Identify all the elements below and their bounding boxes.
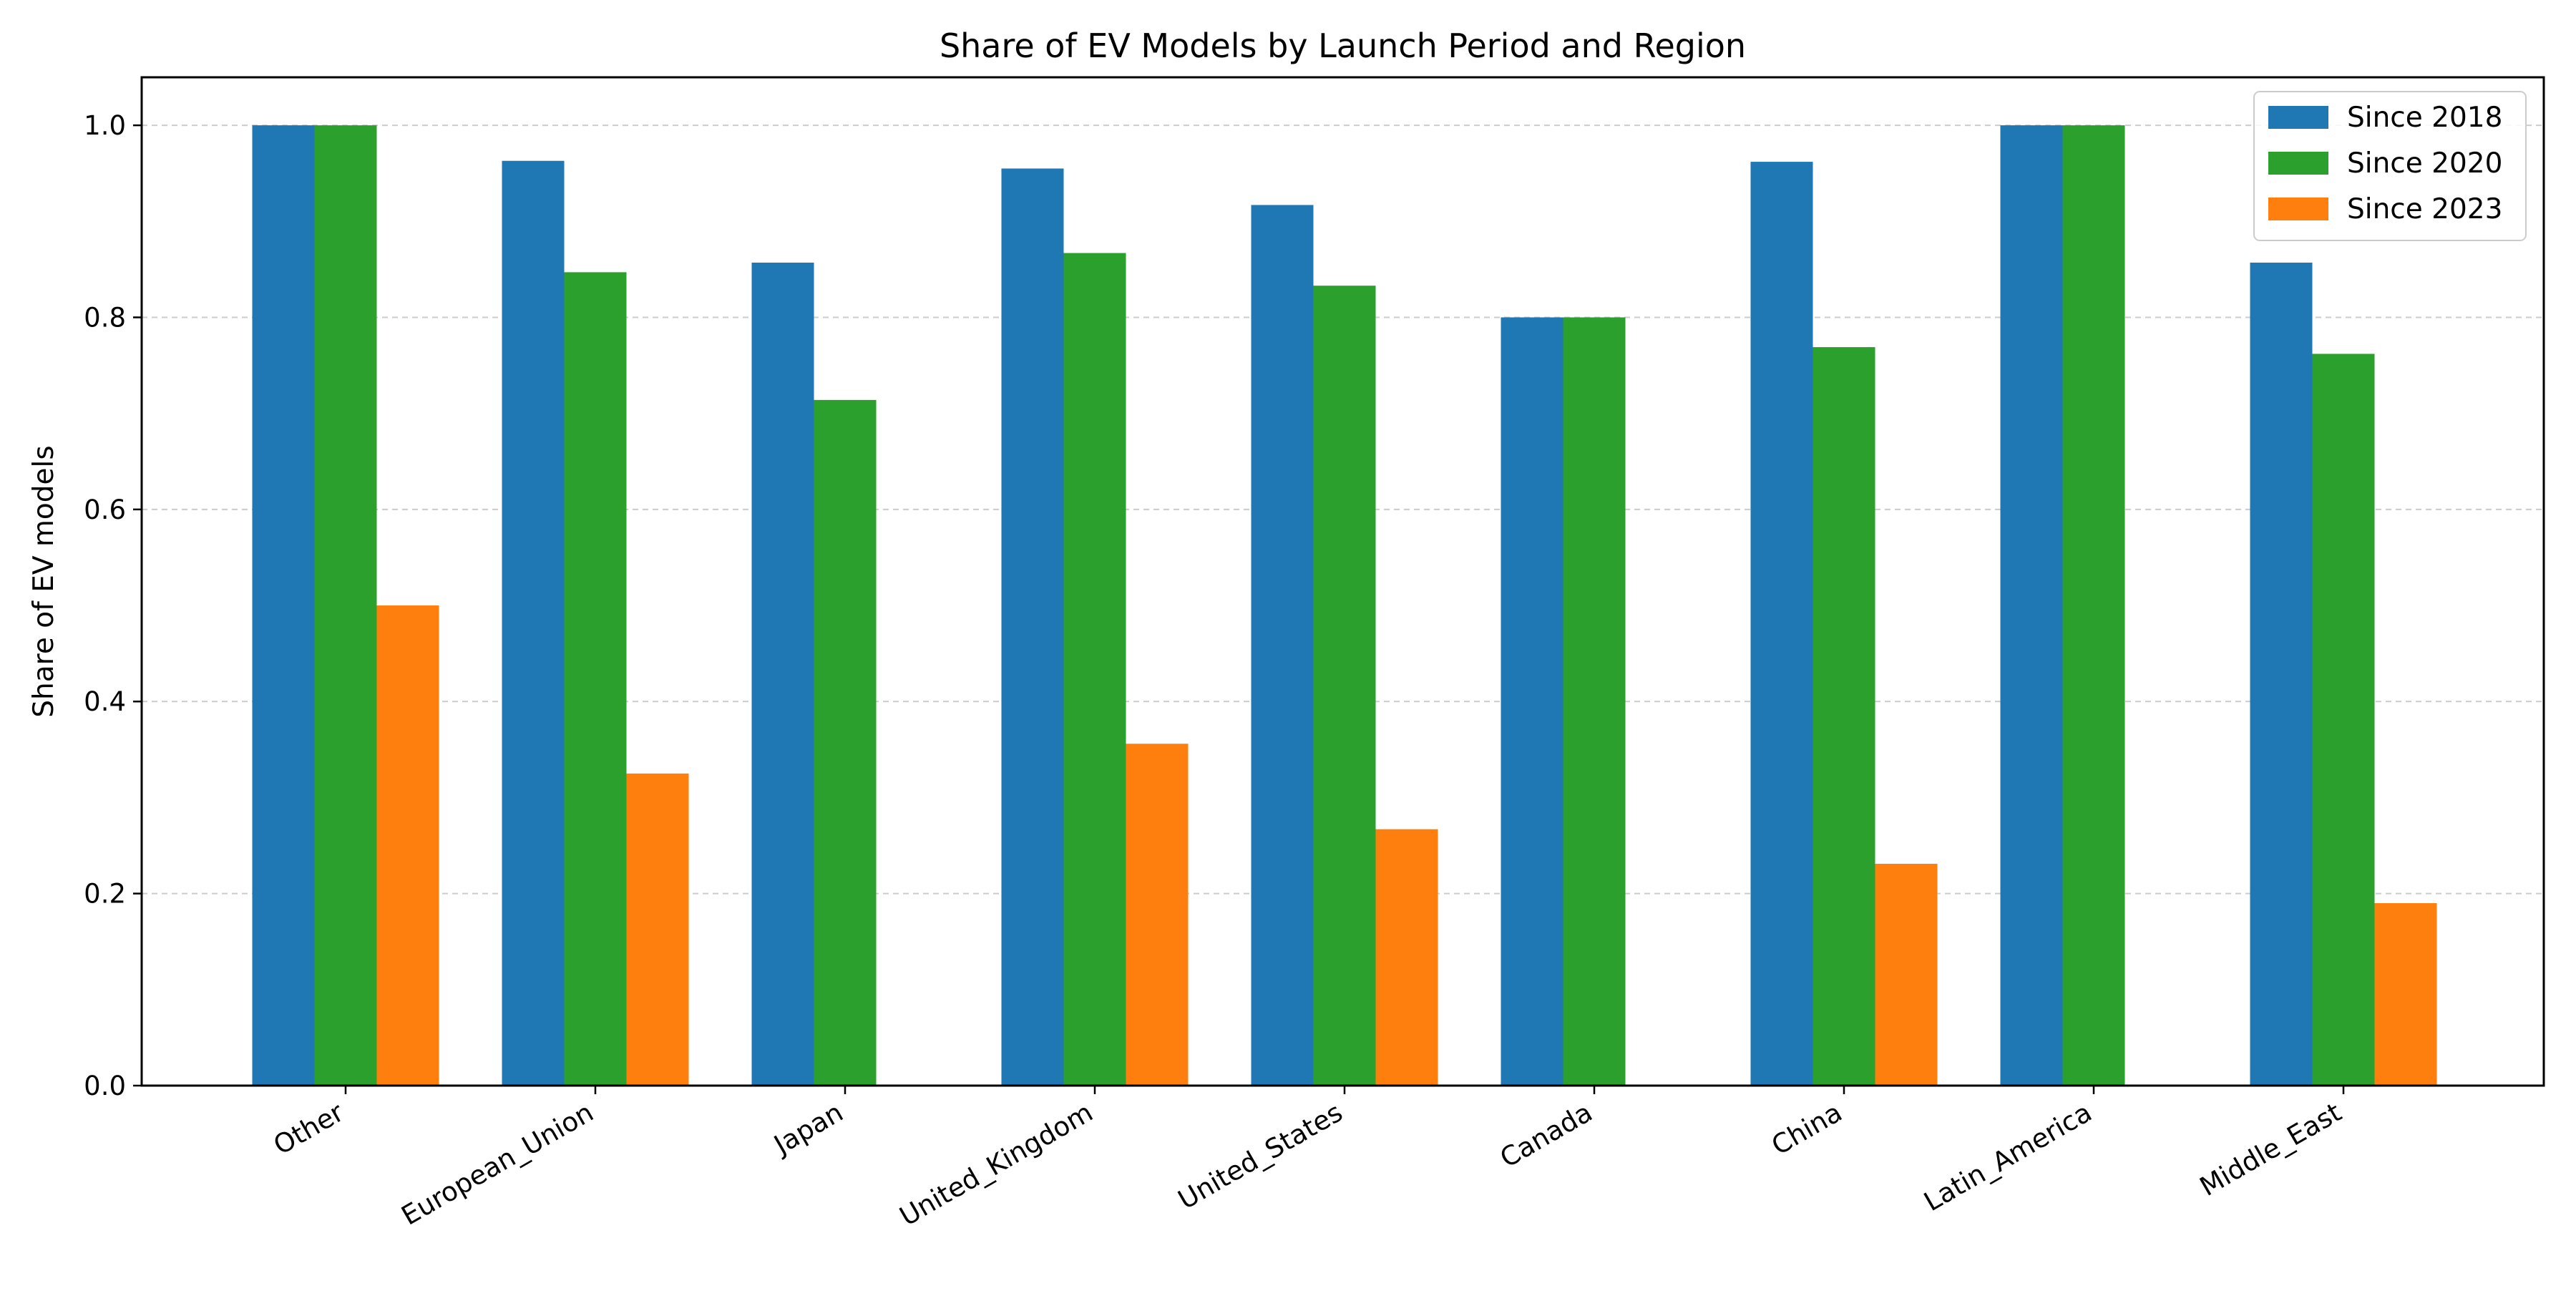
y-tick-label: 0.0: [84, 1071, 126, 1101]
bar-since-2018-canada: [1501, 317, 1563, 1086]
bar-since-2018-japan: [751, 262, 814, 1086]
x-tick-label: European_Union: [396, 1097, 599, 1232]
legend-swatch: [2268, 106, 2328, 129]
y-tick-label: 0.6: [84, 495, 126, 525]
y-axis-label: Share of EV models: [28, 445, 60, 717]
y-axis: 0.0 0.2 0.4 0.6 0.8 1.0: [84, 110, 142, 1101]
x-tick-label: Other: [268, 1096, 349, 1161]
x-tick-label: Middle_East: [2195, 1097, 2347, 1203]
y-tick-label: 1.0: [84, 110, 126, 141]
bar-since-2018-china: [1750, 162, 1813, 1086]
x-tick-label: United_Kingdom: [894, 1097, 1098, 1232]
bar-since-2018-latin_america: [2000, 125, 2063, 1086]
plot-frame: [140, 76, 2545, 1087]
x-tick-label: China: [1766, 1097, 1847, 1161]
bar-since-2023-china: [1875, 864, 1938, 1086]
bar-since-2023-other: [376, 605, 439, 1086]
bar-since-2018-united_states: [1251, 205, 1314, 1086]
legend-swatch: [2268, 198, 2328, 220]
bar-since-2018-european_union: [502, 160, 565, 1086]
bar-since-2018-other: [252, 125, 315, 1086]
bar-since-2023-united_kingdom: [1126, 744, 1189, 1086]
bars: [252, 125, 2437, 1086]
y-tick-label: 0.2: [84, 879, 126, 910]
x-tick-label: Canada: [1495, 1097, 1597, 1174]
bar-since-2023-middle_east: [2374, 903, 2437, 1086]
legend-label: Since 2018: [2347, 102, 2502, 134]
y-tick-label: 0.4: [84, 686, 126, 717]
bar-since-2020-european_union: [564, 272, 627, 1086]
chart-title: Share of EV Models by Launch Period and …: [940, 26, 1746, 65]
bar-since-2020-japan: [814, 399, 877, 1086]
x-axis: Other European_Union Japan United_Kingdom Un…: [268, 1086, 2347, 1232]
bar-since-2020-other: [314, 125, 377, 1086]
bar-since-2020-latin_america: [2062, 125, 2125, 1086]
x-tick-label: Japan: [768, 1097, 849, 1161]
bar-since-2020-united_kingdom: [1063, 253, 1126, 1086]
bar-since-2020-china: [1813, 347, 1875, 1086]
bar-since-2020-canada: [1563, 317, 1626, 1086]
legend: Since 2018 Since 2020 Since 2023: [2253, 91, 2527, 241]
bar-since-2023-united_states: [1375, 829, 1438, 1086]
bar-since-2018-middle_east: [2250, 262, 2313, 1086]
bar-since-2020-united_states: [1313, 286, 1376, 1086]
y-tick-label: 0.8: [84, 302, 126, 333]
x-tick-label: Latin_America: [1919, 1097, 2097, 1218]
legend-label: Since 2020: [2347, 147, 2502, 180]
bar-since-2023-european_union: [626, 773, 689, 1086]
x-tick-label: United_States: [1173, 1097, 1347, 1216]
legend-label: Since 2023: [2347, 193, 2502, 225]
bar-since-2020-middle_east: [2312, 354, 2375, 1086]
legend-swatch: [2268, 152, 2328, 175]
bar-since-2018-united_kingdom: [1001, 168, 1064, 1086]
